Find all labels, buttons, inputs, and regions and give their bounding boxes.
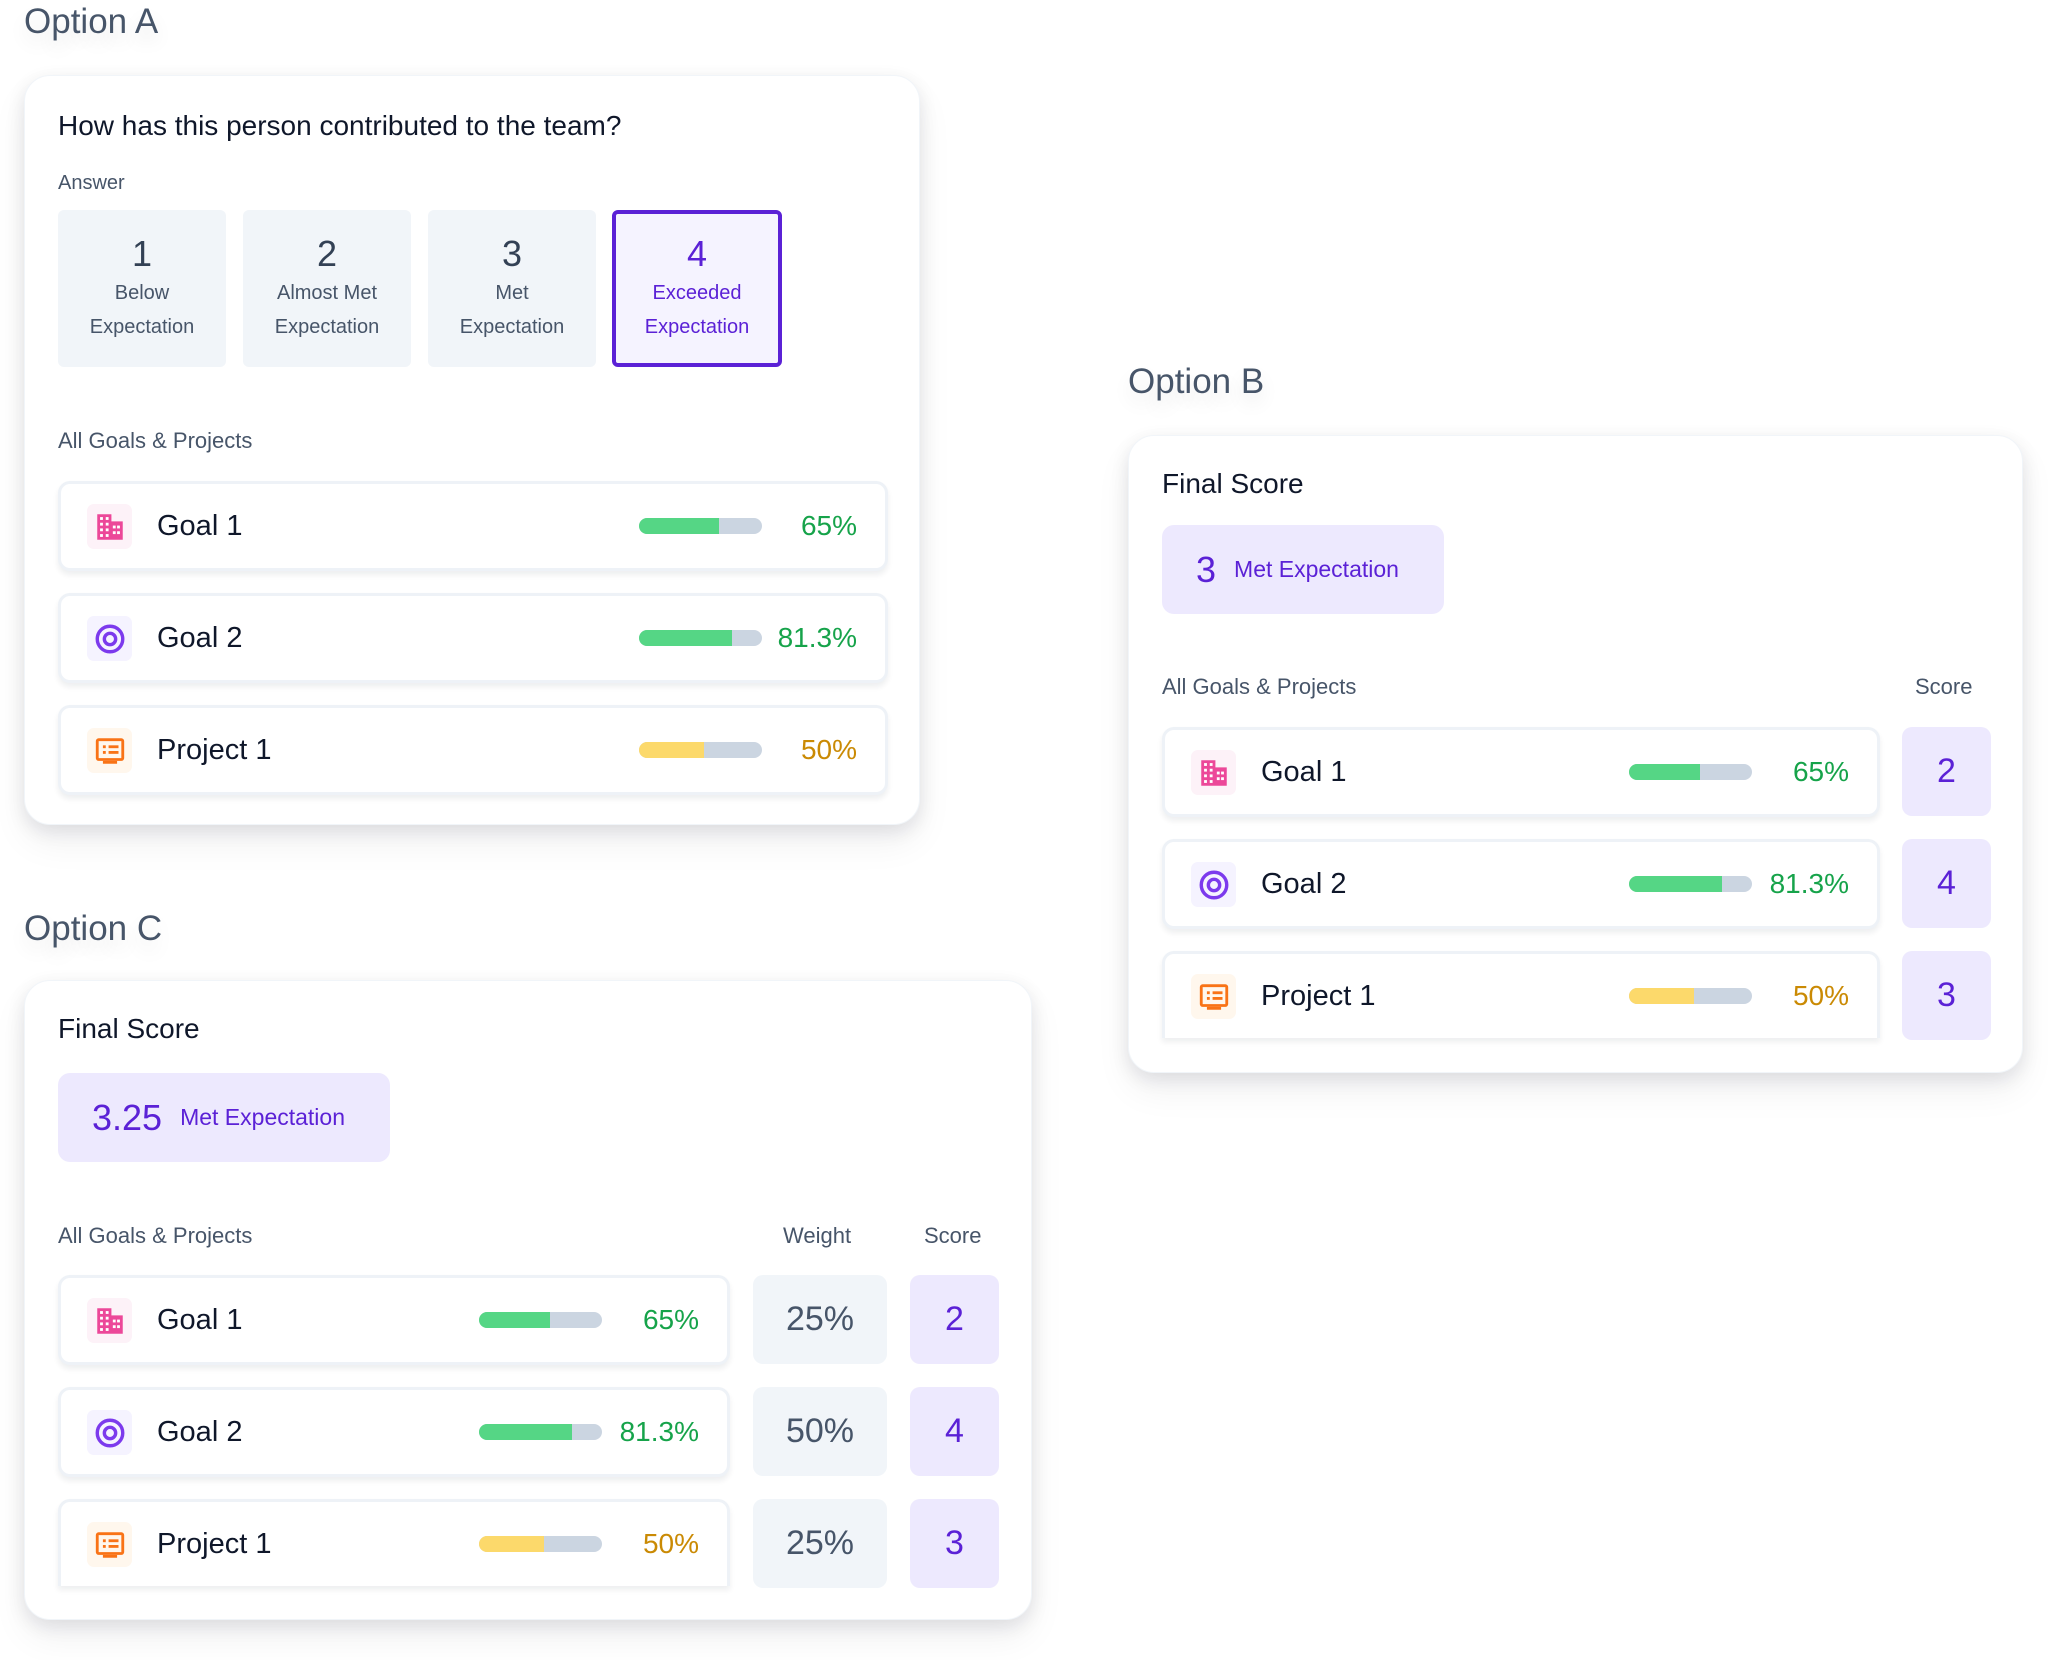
progress-bar xyxy=(1629,988,1752,1004)
final-score-value: 3.25 xyxy=(92,1096,163,1138)
choice-2-almost-met-expectation[interactable]: 2 Almost Met Expectation xyxy=(243,210,411,367)
choice-number: 2 xyxy=(316,233,338,274)
progress-bar xyxy=(479,1536,602,1552)
final-score-label: Met Expectation xyxy=(1234,556,1399,582)
item-name: Project 1 xyxy=(157,1527,272,1560)
project-row[interactable]: Project 1 50% xyxy=(58,705,888,795)
goal-row[interactable]: Goal 2 81.3% xyxy=(58,593,888,683)
goals-projects-label: All Goals & Projects xyxy=(1162,674,1357,699)
target-icon xyxy=(87,1410,132,1455)
item-name: Goal 2 xyxy=(157,621,243,654)
weight-box: 50% xyxy=(753,1387,887,1476)
score-column-header: Score xyxy=(1915,674,1973,699)
project-row[interactable]: Project 1 50% xyxy=(1162,951,1880,1038)
option-b-card: Final Score 3 Met Expectation All Goals … xyxy=(1128,435,2023,1073)
goal-row[interactable]: Goal 2 81.3% xyxy=(58,1387,730,1477)
presentation-list-icon xyxy=(87,1522,132,1567)
score-box: 4 xyxy=(910,1387,999,1476)
choice-number: 1 xyxy=(131,233,153,274)
option-a-heading: Option A xyxy=(24,2,159,41)
progress-percent: 65% xyxy=(642,1304,699,1335)
weight-box: 25% xyxy=(753,1499,887,1588)
progress-bar xyxy=(639,630,762,646)
goal-row[interactable]: Goal 1 65% xyxy=(58,1275,730,1365)
score-box: 3 xyxy=(1902,951,1991,1040)
progress-percent: 50% xyxy=(1792,980,1849,1011)
progress-bar xyxy=(639,518,762,534)
choice-label-line1: Exceeded xyxy=(652,282,742,304)
goals-projects-label: All Goals & Projects xyxy=(58,1223,253,1248)
item-name: Goal 2 xyxy=(1261,867,1347,900)
choice-label-line2: Expectation xyxy=(644,316,750,338)
final-score-title: Final Score xyxy=(1162,468,1304,499)
building-icon xyxy=(87,1298,132,1343)
item-name: Goal 1 xyxy=(157,509,243,542)
building-icon xyxy=(87,504,132,549)
building-icon xyxy=(1191,750,1236,795)
option-c-heading: Option C xyxy=(24,909,163,948)
score-box: 2 xyxy=(910,1275,999,1364)
progress-bar xyxy=(1629,876,1752,892)
choice-label-line2: Expectation xyxy=(89,316,195,338)
score-box: 2 xyxy=(1902,727,1991,816)
choice-label-line1: Almost Met xyxy=(276,282,378,304)
score-column-header: Score xyxy=(924,1223,982,1248)
score-box: 3 xyxy=(910,1499,999,1588)
answer-label: Answer xyxy=(58,172,125,194)
goal-row[interactable]: Goal 1 65% xyxy=(1162,727,1880,817)
item-name: Project 1 xyxy=(1261,979,1376,1012)
progress-percent: 50% xyxy=(800,734,857,765)
presentation-list-icon xyxy=(87,728,132,773)
item-name: Goal 1 xyxy=(157,1303,243,1336)
progress-percent: 65% xyxy=(800,510,857,541)
target-icon xyxy=(1191,862,1236,907)
progress-percent: 65% xyxy=(1792,756,1849,787)
progress-percent: 50% xyxy=(642,1528,699,1559)
option-b-heading: Option B xyxy=(1128,362,1265,401)
final-score-label: Met Expectation xyxy=(180,1104,345,1130)
progress-bar xyxy=(1629,764,1752,780)
option-c-card: Final Score 3.25 Met Expectation All Goa… xyxy=(24,980,1032,1620)
choice-label-line1: Met xyxy=(495,282,529,304)
final-score-title: Final Score xyxy=(58,1013,200,1044)
weight-box: 25% xyxy=(753,1275,887,1364)
progress-percent: 81.3% xyxy=(777,622,857,653)
progress-percent: 81.3% xyxy=(1769,868,1849,899)
question-title: How has this person contributed to the t… xyxy=(58,110,622,141)
target-icon xyxy=(87,616,132,661)
final-score-badge: 3.25 Met Expectation xyxy=(58,1073,390,1162)
choice-label-line2: Expectation xyxy=(459,316,565,338)
score-box: 4 xyxy=(1902,839,1991,928)
goal-row[interactable]: Goal 2 81.3% xyxy=(1162,839,1880,929)
presentation-list-icon xyxy=(1191,974,1236,1019)
item-name: Goal 1 xyxy=(1261,755,1347,788)
final-score-badge: 3 Met Expectation xyxy=(1162,525,1444,614)
item-name: Project 1 xyxy=(157,733,272,766)
option-a-card: How has this person contributed to the t… xyxy=(24,75,920,825)
choice-number: 3 xyxy=(501,233,523,274)
final-score-value: 3 xyxy=(1196,548,1217,590)
choice-label-line2: Expectation xyxy=(274,316,380,338)
project-row[interactable]: Project 1 50% xyxy=(58,1499,730,1586)
goal-row[interactable]: Goal 1 65% xyxy=(58,481,888,571)
goals-projects-label: All Goals & Projects xyxy=(58,428,253,453)
progress-bar xyxy=(479,1312,602,1328)
progress-bar xyxy=(479,1424,602,1440)
weight-column-header: Weight xyxy=(783,1223,852,1248)
progress-percent: 81.3% xyxy=(619,1416,699,1447)
choice-1-below-expectation[interactable]: 1 Below Expectation xyxy=(58,210,226,367)
choice-4-exceeded-expectation[interactable]: 4 Exceeded Expectation xyxy=(612,210,782,367)
choice-number: 4 xyxy=(686,233,708,274)
choice-3-met-expectation[interactable]: 3 Met Expectation xyxy=(428,210,596,367)
item-name: Goal 2 xyxy=(157,1415,243,1448)
progress-bar xyxy=(639,742,762,758)
choice-label-line1: Below xyxy=(114,282,170,304)
